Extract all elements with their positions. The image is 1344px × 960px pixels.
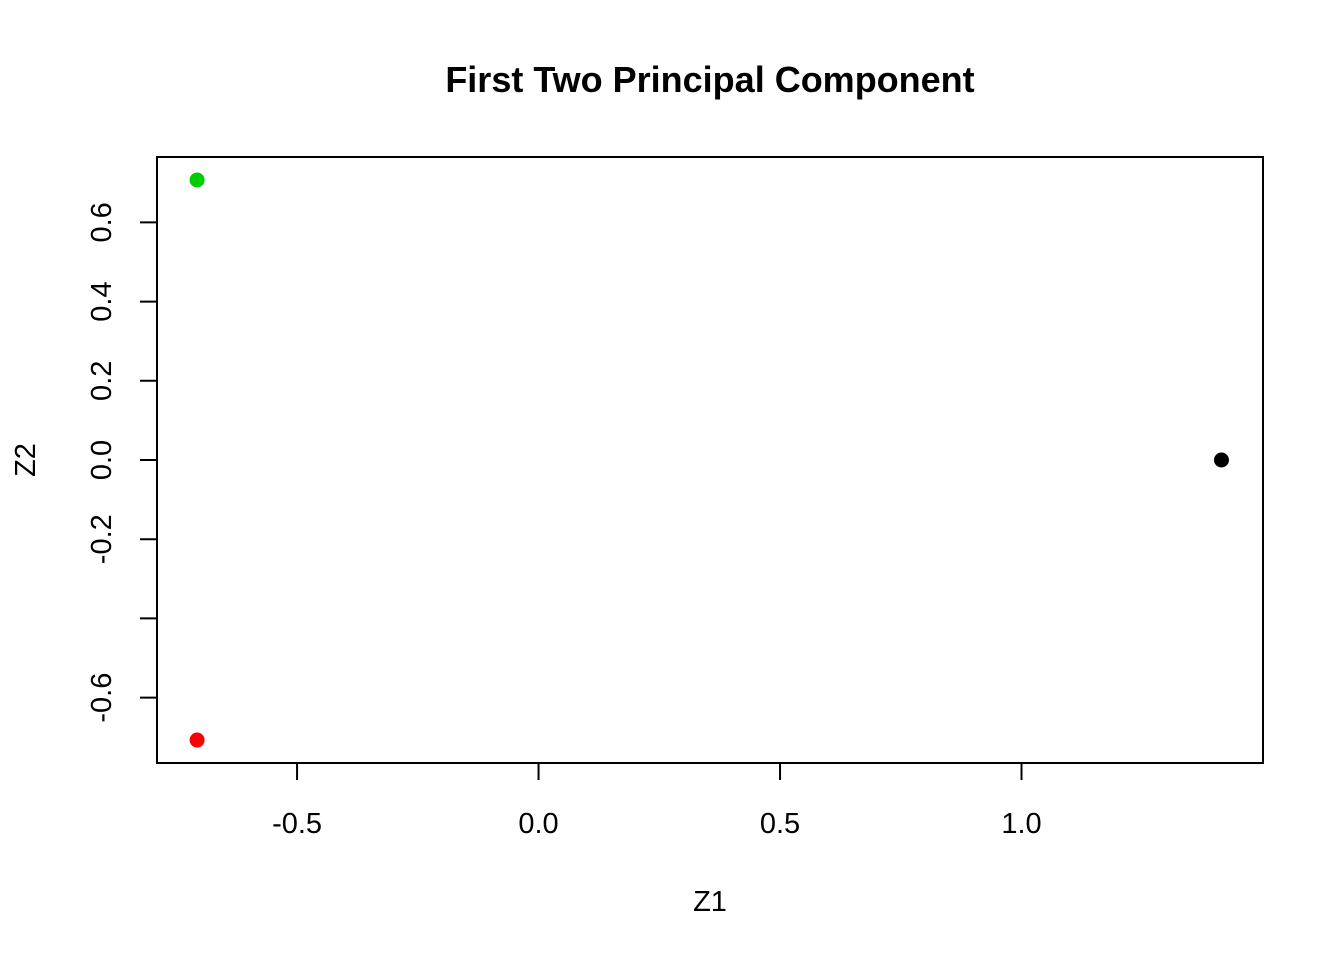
y-axis-label: Z2 [10, 443, 42, 477]
data-point [1213, 452, 1229, 468]
x-tick-label: -0.5 [272, 808, 322, 840]
x-axis: -0.5 0.0 0.5 1.0 [272, 762, 1042, 840]
chart-title: First Two Principal Component [445, 59, 974, 100]
x-tick-label: 0.0 [518, 808, 558, 840]
x-axis-label: Z1 [693, 886, 727, 918]
data-point [189, 732, 205, 748]
plot-frame [156, 156, 1264, 764]
data-point [189, 172, 205, 188]
x-tick-label: 0.5 [760, 808, 800, 840]
data-points [189, 172, 1229, 748]
y-tick-label: 0.0 [86, 440, 118, 480]
y-tick-label: -0.2 [86, 514, 118, 564]
y-tick-label: 0.2 [86, 361, 118, 401]
y-axis: -0.6 -0.2 0.0 0.2 0.4 0.6 [86, 202, 158, 723]
x-tick-label: 1.0 [1001, 808, 1041, 840]
y-tick-label: -0.6 [86, 673, 118, 723]
y-tick-label: 0.6 [86, 202, 118, 242]
y-tick-label: 0.4 [86, 281, 118, 321]
